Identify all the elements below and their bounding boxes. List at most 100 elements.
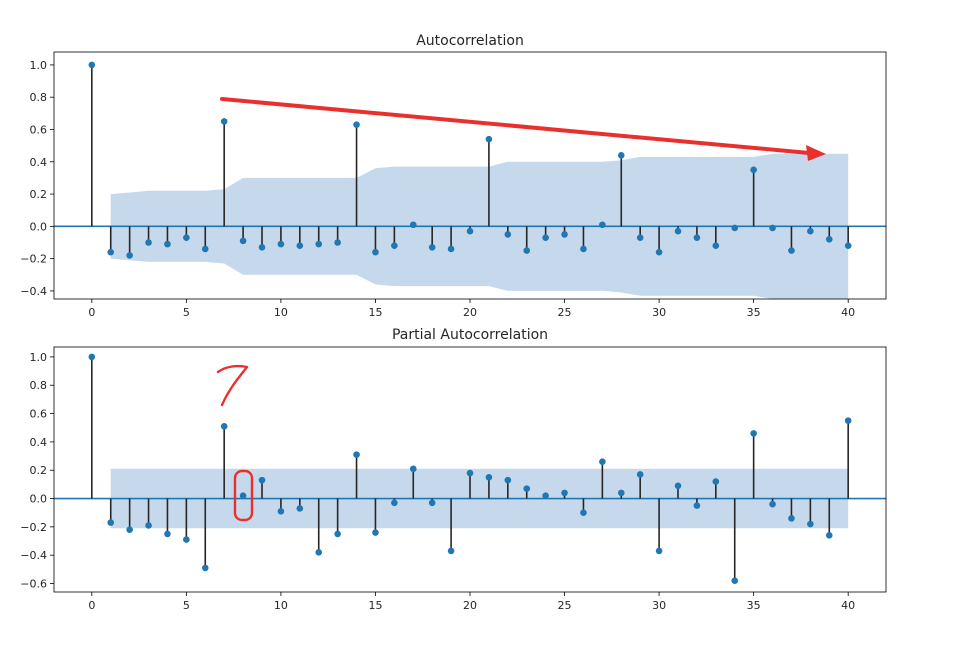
acf-marker-lag-29 <box>636 234 644 241</box>
pacf-marker-lag-13 <box>334 530 341 538</box>
acf-marker-lag-28 <box>617 152 625 159</box>
pacf-ytick-label: −0.2 <box>20 521 47 534</box>
acf-marker-lag-15 <box>372 248 379 256</box>
pacf-ytick-label: −0.6 <box>20 578 47 591</box>
acf-marker-lag-38 <box>807 227 814 235</box>
acf-marker-lag-40 <box>844 242 852 250</box>
pacf-marker-lag-28 <box>617 489 625 497</box>
pacf-marker-lag-1 <box>107 519 115 526</box>
acf-marker-lag-34 <box>731 224 739 232</box>
pacf-marker-lag-12 <box>315 549 323 556</box>
pacf-marker-lag-10 <box>277 507 285 515</box>
acf-xtick-label: 10 <box>274 306 288 319</box>
acf-xtick-label: 40 <box>841 306 855 319</box>
pacf-marker-lag-21 <box>485 473 493 481</box>
lag-8-highlight <box>233 469 254 522</box>
acf-marker-lag-2 <box>126 252 133 259</box>
acf-xtick-label: 25 <box>558 306 572 319</box>
acf-ytick-label: 0.4 <box>30 156 48 169</box>
acf-marker-lag-5 <box>183 234 190 241</box>
acf-xtick-label: 30 <box>652 306 666 319</box>
acf-marker-lag-9 <box>258 244 266 251</box>
acf-marker-lag-16 <box>391 242 398 250</box>
acf-marker-lag-1 <box>107 248 115 256</box>
acf-marker-lag-39 <box>825 235 833 243</box>
pacf-marker-lag-6 <box>201 564 209 572</box>
pacf-marker-lag-23 <box>523 485 531 492</box>
acf-ytick-label: 0.6 <box>30 123 48 136</box>
pacf-marker-lag-17 <box>409 465 417 473</box>
pacf-marker-lag-4 <box>164 530 171 538</box>
acf-marker-lag-4 <box>164 240 171 248</box>
pacf-ytick-label: 0.6 <box>30 408 48 421</box>
pacf-ytick-label: 0.2 <box>30 464 48 477</box>
handwritten-seven <box>216 364 249 407</box>
acf-ytick-label: 0.8 <box>30 91 48 104</box>
pacf-marker-lag-35 <box>750 430 757 437</box>
pacf-ytick-label: −0.4 <box>20 549 47 562</box>
acf-ytick-label: 0.0 <box>30 220 48 233</box>
acf-marker-lag-24 <box>542 234 549 241</box>
pacf-ytick-label: 0.4 <box>30 436 48 449</box>
acf-chart: Autocorrelation 0 5 10 15 20 25 30 35 40 −0.4 −0.2… <box>20 33 887 319</box>
pacf-marker-lag-31 <box>674 482 682 490</box>
pacf-marker-lag-14 <box>353 451 360 458</box>
pacf-marker-lag-15 <box>372 529 379 536</box>
acf-marker-lag-0 <box>88 61 96 69</box>
pacf-marker-lag-3 <box>145 522 152 529</box>
pacf-marker-lag-26 <box>580 509 587 516</box>
pacf-xtick-label: 40 <box>841 599 855 612</box>
acf-marker-lag-37 <box>788 247 795 254</box>
pacf-xtick-label: 5 <box>183 599 190 612</box>
annotation-arrow-head <box>806 145 826 161</box>
pacf-chart: Partial Autocorrelation 0 5 10 15 20 25 30 35 40… <box>20 327 887 612</box>
pacf-marker-lag-38 <box>807 520 814 528</box>
pacf-title: Partial Autocorrelation <box>392 327 548 343</box>
acf-ytick-label: −0.4 <box>20 285 47 298</box>
acf-marker-lag-27 <box>599 221 606 229</box>
pacf-marker-lag-20 <box>466 469 474 477</box>
pacf-marker-lag-7 <box>220 423 228 430</box>
pacf-marker-lag-30 <box>655 547 663 555</box>
acf-marker-lag-23 <box>523 247 531 254</box>
pacf-marker-lag-29 <box>636 471 644 478</box>
pacf-marker-lag-40 <box>844 417 852 424</box>
acf-marker-lag-17 <box>409 221 417 229</box>
acf-marker-lag-22 <box>504 231 512 238</box>
pacf-marker-lag-8 <box>239 492 247 499</box>
pacf-marker-lag-2 <box>126 526 133 533</box>
pacf-xtick-label: 25 <box>558 599 572 612</box>
acf-marker-lag-8 <box>239 237 247 245</box>
acf-xtick-label: 15 <box>368 306 382 319</box>
acf-ytick-label: 0.2 <box>30 188 48 201</box>
acf-marker-lag-33 <box>712 242 720 250</box>
pacf-xtick-label: 30 <box>652 599 666 612</box>
acf-marker-lag-13 <box>334 239 341 246</box>
acf-marker-lag-31 <box>674 227 682 235</box>
pacf-marker-lag-16 <box>391 499 398 507</box>
pacf-marker-lag-5 <box>183 536 190 543</box>
pacf-marker-lag-19 <box>447 547 455 555</box>
pacf-ytick-label: 0.0 <box>30 493 48 506</box>
pacf-marker-lag-18 <box>428 499 436 507</box>
pacf-xtick-label: 20 <box>463 599 477 612</box>
annotation-layer <box>216 97 826 522</box>
acf-marker-lag-18 <box>428 244 436 251</box>
pacf-xtick-label: 15 <box>368 599 382 612</box>
pacf-marker-lag-22 <box>504 476 512 484</box>
pacf-ytick-label: 1.0 <box>30 351 48 364</box>
acf-marker-lag-14 <box>353 121 360 128</box>
pacf-xtick-label: 0 <box>88 599 95 612</box>
acf-marker-lag-30 <box>655 248 663 256</box>
acf-marker-lag-35 <box>750 166 757 174</box>
pacf-marker-lag-36 <box>769 500 776 508</box>
pacf-marker-lag-9 <box>258 476 266 484</box>
acf-marker-lag-10 <box>277 240 285 248</box>
acf-xtick-label: 35 <box>747 306 761 319</box>
acf-marker-lag-11 <box>296 242 304 250</box>
acf-marker-lag-7 <box>220 118 228 125</box>
pacf-marker-lag-33 <box>712 478 720 485</box>
acf-marker-lag-36 <box>769 224 776 232</box>
annotation-arrow-shaft <box>220 97 811 155</box>
